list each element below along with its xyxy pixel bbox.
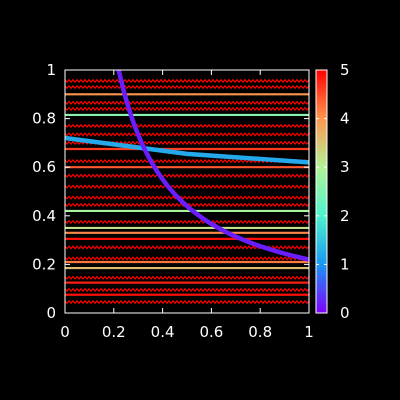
colorbar-tick-label-0: 0: [340, 304, 350, 322]
band-line-29: [65, 78, 309, 84]
x-tick-label-3: 0.6: [199, 323, 223, 341]
colorbar-gradient: [315, 69, 328, 314]
x-tick-label-1: 0.2: [102, 323, 126, 341]
band-line-28: [65, 84, 309, 90]
y-tick-label-0: 0: [46, 304, 56, 322]
x-tick-label-0: 0: [60, 323, 70, 341]
x-tick-label-2: 0.4: [151, 323, 175, 341]
y-axis: 0 0.2 0.4 0.6 0.8 1: [32, 61, 309, 322]
band-line-17: [65, 173, 309, 178]
plot-area: [64, 69, 310, 314]
band-line-26: [65, 100, 309, 105]
band-line-16: [65, 184, 309, 189]
band-line-12: [65, 219, 309, 225]
y-tick-label-4: 0.8: [32, 110, 56, 128]
band-line-4: [65, 275, 309, 280]
x-tick-label-5: 1: [304, 323, 314, 341]
plot-frame: [64, 69, 310, 314]
y-tick-label-1: 0.2: [32, 255, 56, 273]
colorbar-tick-label-2: 2: [340, 207, 350, 225]
hyperbola-curve: [116, 70, 309, 262]
x-tick-label-4: 0.8: [248, 323, 272, 341]
y-tick-label-5: 1: [46, 61, 56, 79]
colorbar-ticks: 0 1 2 3 4 5: [316, 61, 350, 322]
diagonal-line: [65, 135, 309, 165]
band-line-15: [65, 195, 309, 200]
x-axis: 0 0.2 0.4 0.6 0.8 1: [60, 70, 314, 341]
y-tick-label-3: 0.6: [32, 158, 56, 176]
band-line-25: [65, 106, 309, 112]
band-line-7: [65, 256, 309, 261]
colorbar-tick-label-3: 3: [340, 158, 350, 176]
band-line-0: [65, 299, 309, 305]
horizontal-bands: [65, 78, 309, 305]
colorbar-tick-label-4: 4: [340, 110, 350, 128]
band-line-2: [65, 287, 309, 293]
colorbar-tick-label-5: 5: [340, 61, 350, 79]
band-line-22: [65, 132, 309, 137]
colorbar: 0 1 2 3 4 5: [315, 61, 350, 322]
y-tick-label-2: 0.4: [32, 207, 56, 225]
curves: [65, 70, 309, 262]
band-line-23: [65, 123, 309, 129]
colorbar-tick-label-1: 1: [340, 255, 350, 273]
